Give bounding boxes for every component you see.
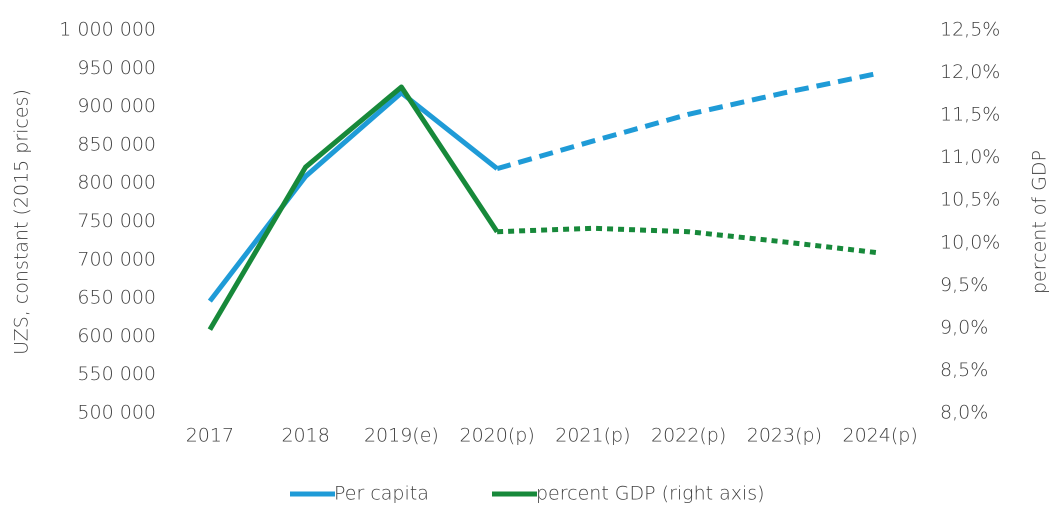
x-tick-label: 2023(p) [747, 425, 822, 447]
y2-tick-label: 12,0% [940, 61, 1000, 83]
line [207, 84, 500, 331]
line [496, 70, 881, 172]
x-tick-label: 2024(p) [843, 425, 918, 447]
y2-tick-label: 8,5% [940, 359, 988, 381]
y-tick-label: 1 000 000 [59, 19, 156, 41]
y2-tick-label: 10,0% [940, 231, 1000, 253]
x-tick-label: 2021(p) [555, 425, 630, 447]
y-tick-label: 900 000 [77, 95, 156, 117]
y-tick-label: 850 000 [77, 133, 156, 155]
y-tick-label: 650 000 [77, 287, 156, 309]
y-tick-label: 950 000 [77, 57, 156, 79]
legend-label: Per capita [334, 483, 429, 505]
line [207, 90, 499, 303]
y2-tick-label: 9,0% [940, 316, 988, 338]
y2-tick-label: 12,5% [940, 19, 1000, 41]
y-tick-label: 750 000 [77, 210, 156, 232]
x-tick-label: 2020(p) [460, 425, 535, 447]
x-tick-label: 2019(e) [364, 425, 439, 447]
y-tick-label: 550 000 [77, 363, 156, 385]
y-axis-label: UZS, constant (2015 prices) [11, 89, 33, 355]
y-tick-label: 800 000 [77, 172, 156, 194]
y-tick-label: 600 000 [77, 325, 156, 347]
y2-tick-label: 11,0% [940, 146, 1000, 168]
y2-tick-label: 9,5% [940, 274, 988, 296]
x-tick-label: 2017 [186, 425, 234, 447]
legend-label: percent GDP (right axis) [536, 483, 765, 505]
y-tick-label: 500 000 [77, 402, 156, 424]
y-tick-label: 700 000 [77, 248, 156, 270]
y2-tick-label: 8,0% [940, 402, 988, 424]
y2-tick-label: 10,5% [940, 189, 1000, 211]
x-tick-label: 2018 [281, 425, 329, 447]
y2-tick-label: 11,5% [940, 104, 1000, 126]
line [497, 225, 881, 256]
y2-axis-label: percent of GDP [1029, 150, 1051, 294]
x-tick-label: 2022(p) [651, 425, 726, 447]
